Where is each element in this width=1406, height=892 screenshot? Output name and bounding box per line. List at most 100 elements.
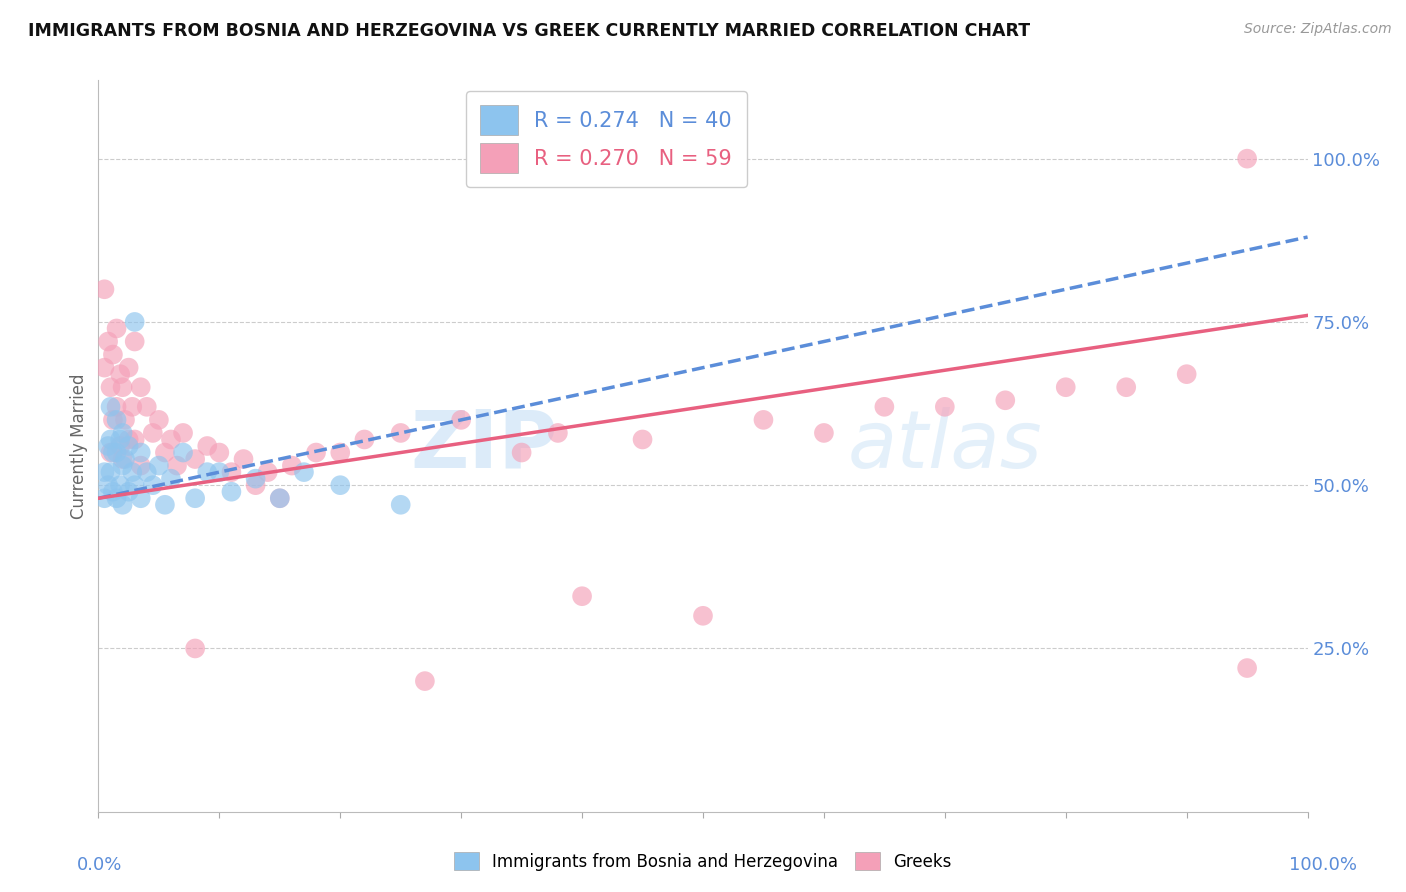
Point xyxy=(245,472,267,486)
Point xyxy=(148,458,170,473)
Point xyxy=(121,400,143,414)
Point xyxy=(571,589,593,603)
Point xyxy=(111,380,134,394)
Legend: Immigrants from Bosnia and Herzegovina, Greeks: Immigrants from Bosnia and Herzegovina, … xyxy=(446,844,960,880)
Point xyxy=(153,445,176,459)
Point xyxy=(1236,152,1258,166)
Point xyxy=(93,491,115,506)
Point xyxy=(124,433,146,447)
Point xyxy=(245,478,267,492)
Text: IMMIGRANTS FROM BOSNIA AND HERZEGOVINA VS GREEK CURRENTLY MARRIED CORRELATION CH: IMMIGRANTS FROM BOSNIA AND HERZEGOVINA V… xyxy=(28,22,1031,40)
Point xyxy=(114,452,136,467)
Point xyxy=(135,400,157,414)
Point xyxy=(160,433,183,447)
Point xyxy=(142,425,165,440)
Point xyxy=(105,413,128,427)
Point xyxy=(93,465,115,479)
Point xyxy=(547,425,569,440)
Point xyxy=(93,360,115,375)
Point xyxy=(124,315,146,329)
Point xyxy=(329,445,352,459)
Point xyxy=(100,433,122,447)
Point xyxy=(135,465,157,479)
Point xyxy=(631,433,654,447)
Point xyxy=(934,400,956,414)
Text: atlas: atlas xyxy=(848,407,1043,485)
Point xyxy=(221,465,243,479)
Point xyxy=(129,380,152,394)
Point xyxy=(752,413,775,427)
Point xyxy=(108,433,131,447)
Point xyxy=(1236,661,1258,675)
Point xyxy=(129,445,152,459)
Point xyxy=(305,445,328,459)
Point xyxy=(105,321,128,335)
Point xyxy=(105,445,128,459)
Point xyxy=(118,439,141,453)
Point xyxy=(114,413,136,427)
Point xyxy=(100,380,122,394)
Point xyxy=(1175,367,1198,381)
Point xyxy=(118,484,141,499)
Point xyxy=(93,282,115,296)
Point xyxy=(153,498,176,512)
Point xyxy=(118,433,141,447)
Point xyxy=(101,484,124,499)
Point xyxy=(111,458,134,473)
Point xyxy=(450,413,472,427)
Point xyxy=(256,465,278,479)
Y-axis label: Currently Married: Currently Married xyxy=(70,373,89,519)
Point xyxy=(195,465,218,479)
Point xyxy=(108,367,131,381)
Point xyxy=(389,425,412,440)
Point xyxy=(105,491,128,506)
Point xyxy=(269,491,291,506)
Point xyxy=(232,452,254,467)
Legend: R = 0.274   N = 40, R = 0.270   N = 59: R = 0.274 N = 40, R = 0.270 N = 59 xyxy=(465,91,747,187)
Point xyxy=(353,433,375,447)
Point xyxy=(994,393,1017,408)
Point xyxy=(101,445,124,459)
Point xyxy=(100,400,122,414)
Point xyxy=(101,348,124,362)
Point xyxy=(281,458,304,473)
Point xyxy=(111,498,134,512)
Point xyxy=(413,674,436,689)
Point xyxy=(184,452,207,467)
Point xyxy=(97,334,120,349)
Point xyxy=(292,465,315,479)
Point xyxy=(97,478,120,492)
Point xyxy=(166,458,188,473)
Text: 100.0%: 100.0% xyxy=(1289,855,1357,873)
Point xyxy=(100,465,122,479)
Point xyxy=(97,439,120,453)
Point xyxy=(329,478,352,492)
Point xyxy=(111,452,134,467)
Point xyxy=(121,465,143,479)
Point xyxy=(129,491,152,506)
Point xyxy=(108,478,131,492)
Point xyxy=(100,445,122,459)
Point xyxy=(873,400,896,414)
Point xyxy=(184,491,207,506)
Point xyxy=(124,478,146,492)
Point xyxy=(813,425,835,440)
Point xyxy=(160,472,183,486)
Point xyxy=(101,413,124,427)
Point xyxy=(105,400,128,414)
Point xyxy=(172,445,194,459)
Point xyxy=(142,478,165,492)
Point xyxy=(269,491,291,506)
Text: ZIP: ZIP xyxy=(411,407,558,485)
Point xyxy=(208,445,231,459)
Point xyxy=(195,439,218,453)
Point xyxy=(1115,380,1137,394)
Point xyxy=(1054,380,1077,394)
Point xyxy=(148,413,170,427)
Point xyxy=(510,445,533,459)
Point xyxy=(172,425,194,440)
Point xyxy=(692,608,714,623)
Point xyxy=(118,360,141,375)
Text: Source: ZipAtlas.com: Source: ZipAtlas.com xyxy=(1244,22,1392,37)
Point xyxy=(389,498,412,512)
